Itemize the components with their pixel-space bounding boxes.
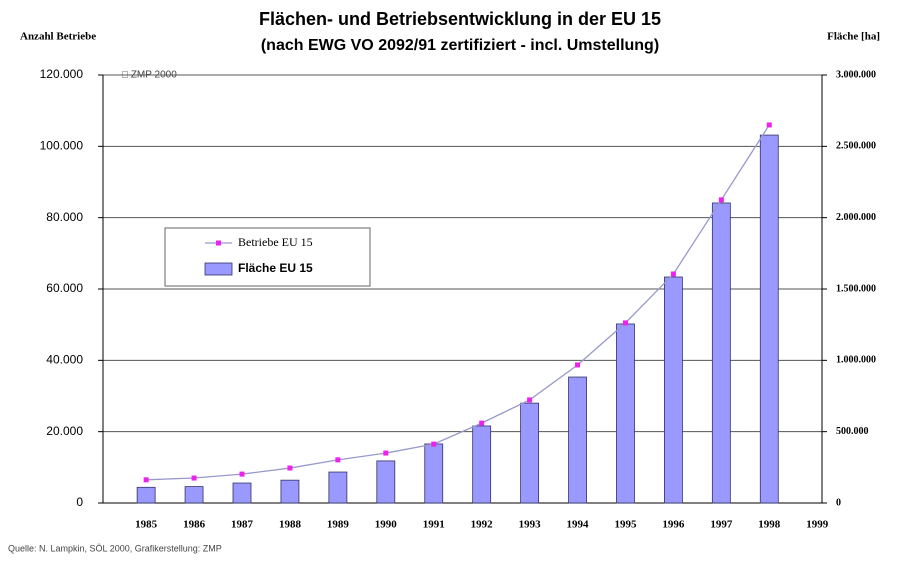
marker <box>143 477 149 483</box>
bar <box>328 471 348 504</box>
bar <box>568 376 587 504</box>
x-tick-label: 1986 <box>183 519 206 531</box>
x-tick-label: 1992 <box>471 519 494 531</box>
x-tick-label: 1987 <box>231 519 254 531</box>
x-tick-label: 1997 <box>710 519 733 531</box>
x-tick-label: 1985 <box>135 519 158 531</box>
y2-tick-label: 2.000.000 <box>836 212 876 223</box>
x-tick-label: 1996 <box>662 519 685 531</box>
x-tick-label: 1994 <box>567 519 590 531</box>
marker <box>431 441 437 447</box>
legend-label: Fläche EU 15 <box>238 261 313 275</box>
x-tick-label: 1995 <box>614 519 637 531</box>
y2-axis-label: Fläche [ha] <box>827 31 880 43</box>
chart-subtitle: (nach EWG VO 2092/91 zertifiziert - incl… <box>261 37 659 54</box>
legend-label: Betriebe EU 15 <box>238 235 313 249</box>
marker <box>766 122 772 128</box>
bar <box>759 134 779 504</box>
marker <box>287 465 293 471</box>
bar <box>472 425 492 504</box>
bar <box>232 482 252 504</box>
legend-box <box>164 227 371 287</box>
y-tick-label: 80.000 <box>46 210 83 224</box>
x-tick-label: 1990 <box>375 519 398 531</box>
x-tick-label: 1989 <box>327 519 350 531</box>
x-tick-label: 1993 <box>519 519 542 531</box>
y2-tick-label: 0 <box>836 497 841 508</box>
legend-swatch <box>204 262 233 276</box>
y-axis-label: Anzahl Betriebe <box>20 31 96 43</box>
source: Quelle: N. Lampkin, SÖL 2000, Grafikerst… <box>8 543 222 553</box>
marker <box>383 450 389 456</box>
bar <box>664 276 683 504</box>
marker <box>670 271 676 277</box>
marker <box>335 457 341 463</box>
marker <box>527 397 533 403</box>
y2-tick-label: 2.500.000 <box>836 141 876 152</box>
bar <box>136 486 156 504</box>
marker <box>718 197 724 203</box>
y2-tick-label: 3.000.000 <box>836 69 876 80</box>
legend-marker <box>216 240 221 246</box>
y-tick-label: 100.000 <box>40 139 84 153</box>
bar <box>520 402 540 504</box>
x-tick-label: 1988 <box>279 519 302 531</box>
chart-title: Flächen- und Betriebsentwicklung in der … <box>259 9 661 29</box>
y2-tick-label: 1.000.000 <box>836 355 876 366</box>
bar <box>711 202 731 504</box>
marker <box>239 471 245 477</box>
bar <box>424 443 444 504</box>
x-tick-label: 1998 <box>758 519 781 531</box>
y-tick-label: 120.000 <box>40 67 84 81</box>
y2-tick-label: 500.000 <box>836 426 869 437</box>
marker <box>575 362 581 368</box>
y-tick-label: 40.000 <box>46 353 83 367</box>
y-tick-label: 60.000 <box>46 281 83 295</box>
marker <box>191 475 197 481</box>
x-tick-label: 1991 <box>423 519 445 531</box>
bar <box>184 486 204 504</box>
line <box>146 124 770 481</box>
marker <box>479 420 485 426</box>
x-tick-label: 1999 <box>806 519 829 531</box>
bar <box>376 460 396 504</box>
bar <box>616 323 635 504</box>
y-tick-label: 0 <box>76 495 83 509</box>
marker <box>622 320 628 326</box>
bar <box>280 479 300 504</box>
y-tick-label: 20.000 <box>46 424 83 438</box>
y2-tick-label: 1.500.000 <box>836 283 876 294</box>
